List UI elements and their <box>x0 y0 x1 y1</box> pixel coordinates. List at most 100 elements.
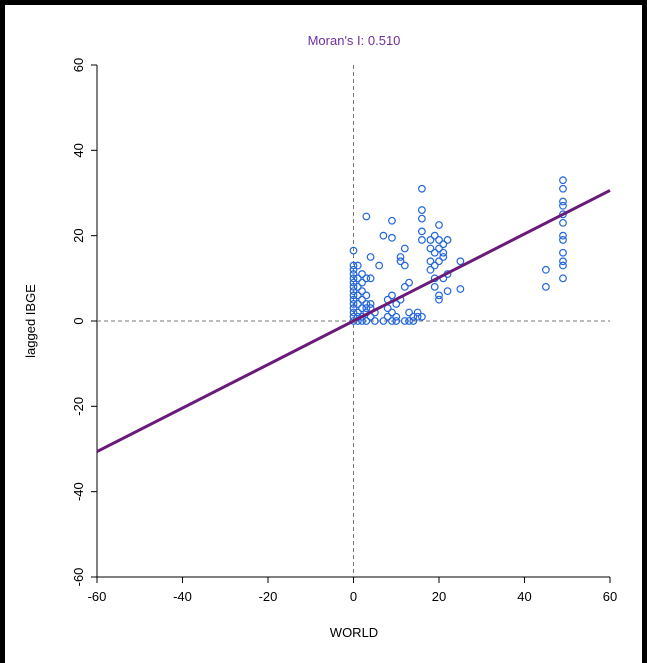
point <box>366 253 375 261</box>
point <box>439 248 448 257</box>
point <box>349 295 358 304</box>
y-tick-label: 20 <box>71 228 86 242</box>
point <box>349 274 358 283</box>
point <box>559 248 567 257</box>
chart: Moran's I: 0.510 WORLD lagged IBGE -60 -4… <box>23 33 617 640</box>
chart-title: Moran's I: 0.510 <box>308 33 401 48</box>
x-tick-label: 0 <box>350 589 357 604</box>
point <box>559 218 567 227</box>
y-tick-label: 0 <box>71 317 86 324</box>
point <box>358 270 366 278</box>
point <box>426 244 435 253</box>
point <box>426 257 435 266</box>
point <box>439 240 448 249</box>
point <box>559 184 567 193</box>
point <box>362 274 371 283</box>
point <box>392 312 401 321</box>
point <box>559 197 567 206</box>
point <box>418 206 426 214</box>
point <box>418 236 426 244</box>
point <box>409 312 418 321</box>
point <box>559 261 567 270</box>
point <box>400 282 409 291</box>
point <box>409 317 418 325</box>
point <box>413 308 422 317</box>
point <box>358 287 366 296</box>
x-tick-label: -20 <box>259 589 278 604</box>
point <box>370 317 379 325</box>
point <box>362 300 371 308</box>
point <box>358 304 366 313</box>
point <box>405 278 413 287</box>
point <box>366 300 375 308</box>
point <box>426 236 435 244</box>
point <box>443 236 452 244</box>
point <box>435 295 443 304</box>
point <box>430 261 439 270</box>
point <box>435 236 443 244</box>
point <box>362 212 371 221</box>
y-axis-label: lagged IBGE <box>23 284 38 358</box>
point <box>426 265 435 274</box>
point <box>349 287 358 296</box>
point <box>435 257 443 266</box>
point <box>362 304 371 313</box>
point <box>559 236 567 244</box>
point <box>388 291 396 300</box>
point <box>349 304 358 313</box>
point <box>388 308 396 317</box>
y-tick-label: -20 <box>71 397 86 416</box>
x-tick-label: -60 <box>88 589 107 604</box>
point <box>456 257 465 266</box>
point <box>430 231 439 240</box>
point <box>400 317 409 325</box>
point <box>349 300 358 308</box>
point <box>396 257 405 266</box>
point <box>435 244 443 253</box>
point <box>405 308 413 317</box>
point <box>541 282 550 291</box>
y-tick-label: 60 <box>71 58 86 72</box>
point <box>349 278 358 287</box>
point <box>418 184 426 193</box>
point <box>435 291 443 300</box>
point <box>349 291 358 300</box>
point <box>349 246 358 255</box>
x-tick-label: 20 <box>432 589 446 604</box>
regression-line <box>96 189 611 453</box>
point <box>392 317 401 325</box>
point <box>353 282 362 291</box>
y-tick-label: -40 <box>71 482 86 501</box>
point <box>349 265 358 274</box>
point <box>353 300 362 308</box>
point <box>443 287 452 296</box>
point <box>541 265 550 274</box>
point <box>418 227 426 236</box>
point <box>362 291 371 300</box>
point <box>362 317 371 325</box>
point <box>400 261 409 270</box>
point <box>456 285 465 293</box>
point <box>353 308 362 317</box>
y-tick-label: 40 <box>71 143 86 157</box>
point <box>430 282 439 291</box>
point <box>559 231 567 240</box>
point <box>358 295 366 304</box>
point <box>435 221 443 229</box>
point <box>353 261 362 270</box>
point <box>405 317 413 325</box>
point <box>430 248 439 257</box>
x-tick-label: 60 <box>603 589 617 604</box>
point <box>366 274 375 283</box>
x-tick-label: 40 <box>517 589 531 604</box>
x-tick-label: -40 <box>173 589 192 604</box>
point <box>559 274 567 283</box>
point <box>400 244 409 253</box>
point <box>559 201 567 210</box>
point <box>396 253 405 261</box>
point <box>383 312 392 321</box>
point <box>349 282 358 291</box>
point <box>418 312 426 321</box>
point <box>353 291 362 300</box>
point <box>349 308 358 317</box>
